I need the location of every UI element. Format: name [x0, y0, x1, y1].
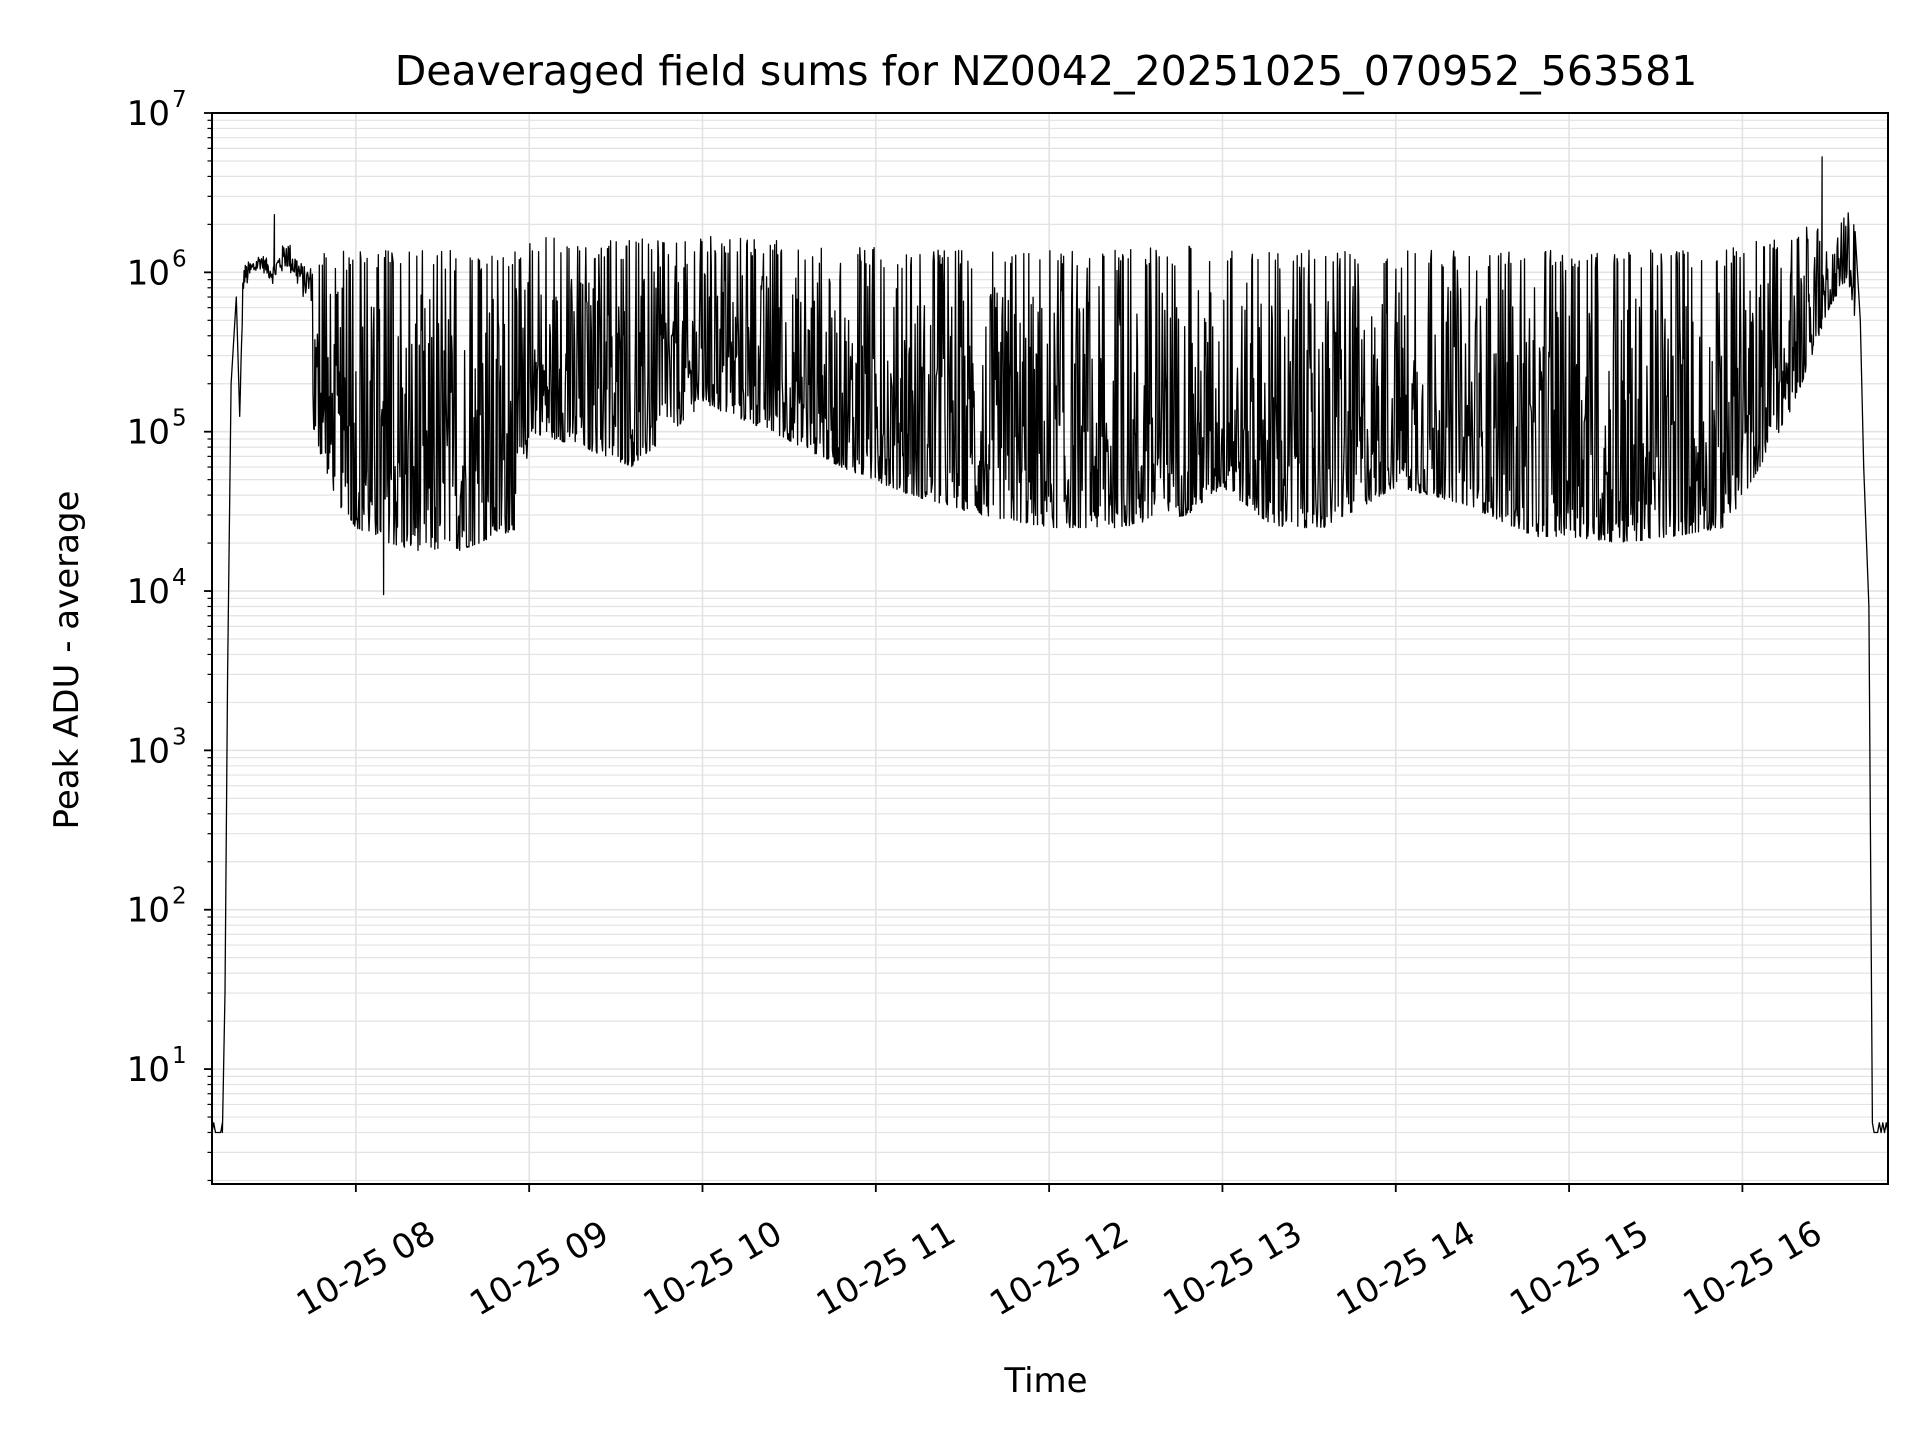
- y-tick-exponent: 4: [172, 565, 187, 591]
- chart-title: Deaveraged field sums for NZ0042_2025102…: [395, 47, 1698, 95]
- y-tick-label: 10: [127, 413, 170, 453]
- y-axis-label: Peak ADU - average: [47, 491, 87, 830]
- y-tick-base: 10: [127, 1050, 170, 1090]
- y-tick-label: 10: [127, 253, 170, 293]
- series-line-peak-adu: [211, 156, 1889, 1134]
- y-tick-exponent: 7: [172, 87, 187, 113]
- y-tick-label: 10: [127, 891, 170, 931]
- y-tick-label: 10: [127, 731, 170, 771]
- y-tick-exponent: 2: [172, 884, 187, 910]
- y-tick-base: 10: [127, 891, 170, 931]
- y-tick-exponent: 5: [172, 406, 187, 432]
- x-axis-label: Time: [1003, 1361, 1087, 1401]
- y-tick-exponent: 6: [172, 246, 187, 272]
- plot-line-layer: [211, 156, 1889, 1134]
- y-tick-base: 10: [127, 413, 170, 453]
- y-tick-base: 10: [127, 731, 170, 771]
- y-tick-label: 10: [127, 572, 170, 612]
- y-tick-base: 10: [127, 94, 170, 134]
- y-tick-base: 10: [127, 253, 170, 293]
- y-tick-exponent: 3: [172, 724, 187, 750]
- y-tick-label: 10: [127, 94, 170, 134]
- y-tick-label: 10: [127, 1050, 170, 1090]
- y-tick-exponent: 1: [172, 1043, 187, 1069]
- y-tick-base: 10: [127, 572, 170, 612]
